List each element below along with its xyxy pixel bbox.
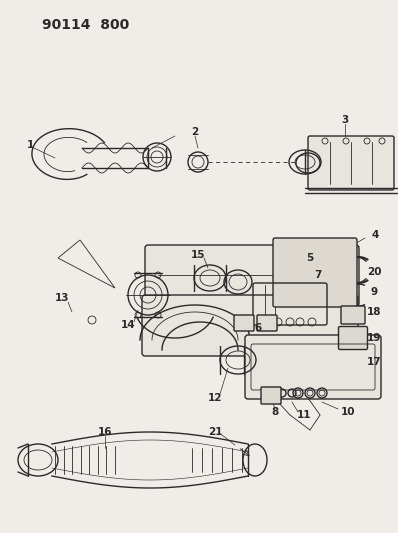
FancyBboxPatch shape [308, 136, 394, 190]
FancyBboxPatch shape [142, 295, 358, 356]
Text: 3: 3 [341, 115, 349, 125]
Text: 10: 10 [341, 407, 355, 417]
Text: 20: 20 [367, 267, 381, 277]
Text: 14: 14 [121, 320, 135, 330]
Text: 11: 11 [297, 410, 311, 420]
Text: 13: 13 [55, 293, 69, 303]
Text: 21: 21 [208, 427, 222, 437]
Text: 2: 2 [191, 127, 199, 137]
Text: 16: 16 [98, 427, 112, 437]
Text: 15: 15 [191, 250, 205, 260]
Text: 19: 19 [367, 333, 381, 343]
Text: 90114  800: 90114 800 [42, 18, 129, 32]
Text: 7: 7 [314, 270, 322, 280]
Text: 4: 4 [371, 230, 378, 240]
FancyBboxPatch shape [261, 387, 281, 404]
Text: 1: 1 [26, 140, 33, 150]
FancyBboxPatch shape [339, 327, 367, 350]
Text: 9: 9 [371, 287, 378, 297]
Text: 18: 18 [367, 307, 381, 317]
Text: 12: 12 [208, 393, 222, 403]
FancyBboxPatch shape [234, 315, 254, 331]
FancyBboxPatch shape [257, 315, 277, 331]
Text: 5: 5 [306, 253, 314, 263]
FancyBboxPatch shape [341, 306, 365, 324]
Text: 17: 17 [367, 357, 381, 367]
Text: 8: 8 [271, 407, 279, 417]
FancyBboxPatch shape [145, 245, 359, 306]
Text: 6: 6 [254, 323, 261, 333]
FancyBboxPatch shape [245, 335, 381, 399]
FancyBboxPatch shape [273, 238, 357, 307]
